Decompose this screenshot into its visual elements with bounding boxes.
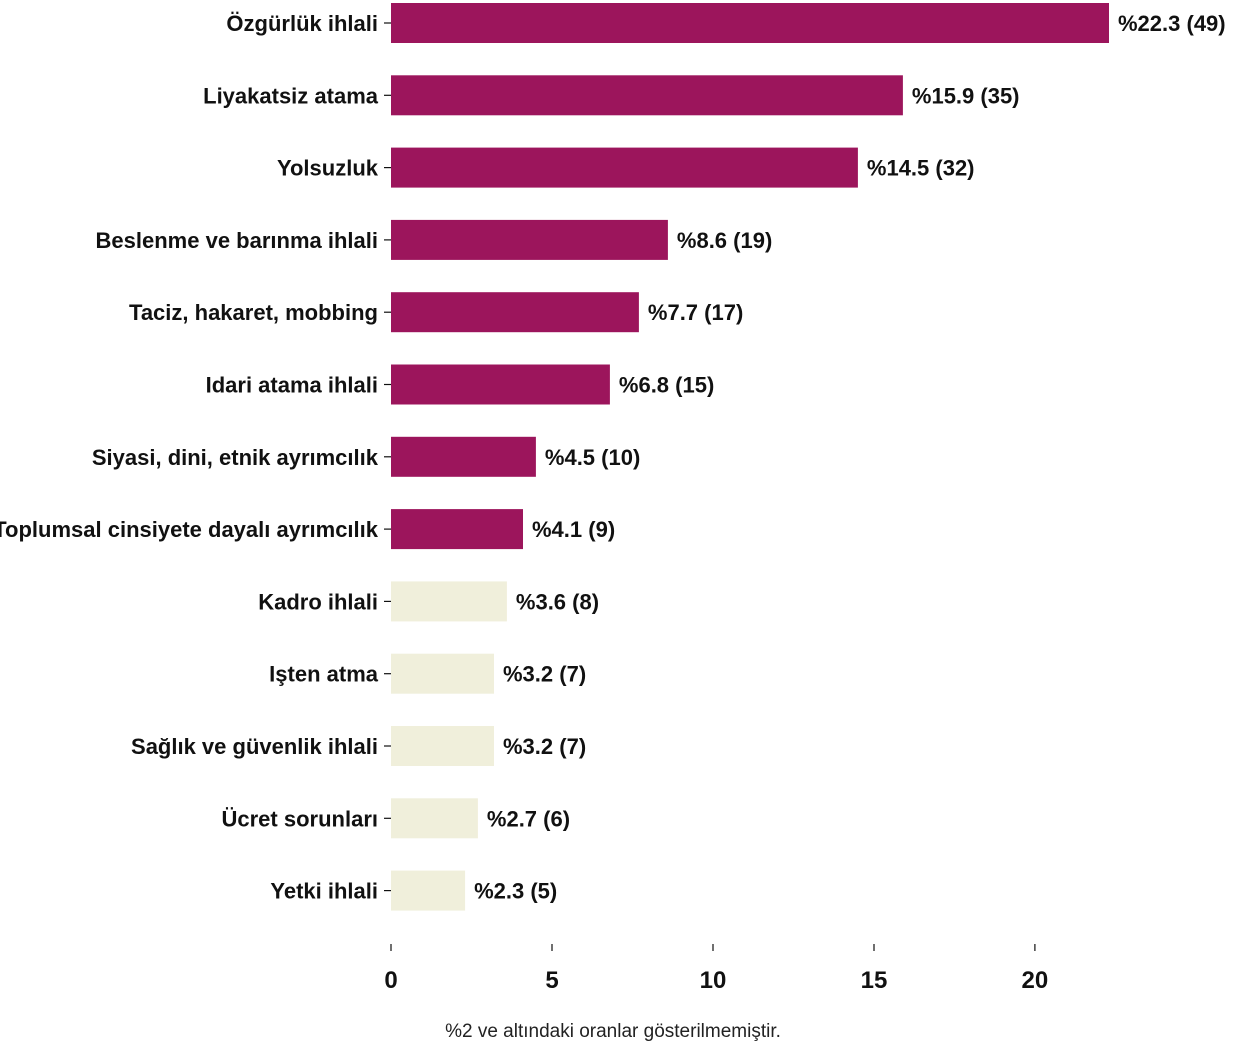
value-label: %3.2 (7) bbox=[503, 734, 586, 759]
value-label: %15.9 (35) bbox=[912, 83, 1020, 108]
value-label: %22.3 (49) bbox=[1118, 11, 1226, 36]
bar-12 bbox=[391, 870, 466, 911]
bar-5 bbox=[391, 364, 610, 405]
category-label: Toplumsal cinsiyete dayalı ayrımcılık bbox=[0, 517, 379, 542]
value-label: %3.6 (8) bbox=[516, 589, 599, 614]
bar-3 bbox=[391, 219, 668, 260]
bar-4 bbox=[391, 292, 639, 333]
x-tick-label: 20 bbox=[1022, 967, 1049, 994]
value-label: %8.6 (19) bbox=[677, 228, 772, 253]
value-label: %7.7 (17) bbox=[648, 300, 743, 325]
x-axis: 0 5 10 15 20 bbox=[384, 944, 1048, 994]
value-label: %4.5 (10) bbox=[545, 445, 640, 470]
x-tick-label: 5 bbox=[545, 967, 558, 994]
value-label: %14.5 (32) bbox=[867, 156, 975, 181]
category-label: Kadro ihlali bbox=[258, 589, 378, 614]
category-label: Işten atma bbox=[269, 662, 379, 687]
category-label: Taciz, hakaret, mobbing bbox=[129, 300, 378, 325]
bar-11 bbox=[391, 798, 478, 839]
bars-layer: Özgürlük ihlali %22.3 (49) Liyakatsiz atam… bbox=[0, 3, 1226, 911]
x-tick-label: 0 bbox=[384, 967, 397, 994]
x-tick-label: 15 bbox=[861, 967, 888, 994]
category-label: Yetki ihlali bbox=[270, 879, 378, 904]
value-label: %6.8 (15) bbox=[619, 373, 714, 398]
x-tick-label: 10 bbox=[700, 967, 727, 994]
category-label: Beslenme ve barınma ihlali bbox=[96, 228, 378, 253]
value-label: %4.1 (9) bbox=[532, 517, 615, 542]
category-label: Sağlık ve güvenlik ihlali bbox=[131, 734, 378, 759]
bar-7 bbox=[391, 509, 523, 550]
bar-6 bbox=[391, 436, 536, 477]
category-label: Ücret sorunları bbox=[222, 806, 379, 831]
bar-10 bbox=[391, 726, 494, 766]
category-label: Siyasi, dini, etnik ayrımcılık bbox=[92, 445, 379, 470]
category-label: Özgürlük ihlali bbox=[226, 11, 378, 36]
bar-1 bbox=[391, 75, 903, 116]
bar-2 bbox=[391, 147, 858, 188]
value-label: %2.3 (5) bbox=[474, 879, 557, 904]
bar-0 bbox=[391, 3, 1109, 43]
category-label: Liyakatsiz atama bbox=[203, 83, 379, 108]
bar-9 bbox=[391, 653, 494, 694]
category-label: Yolsuzluk bbox=[277, 156, 379, 181]
bar-8 bbox=[391, 581, 507, 622]
value-label: %3.2 (7) bbox=[503, 662, 586, 687]
category-label: Idari atama ihlali bbox=[206, 373, 378, 398]
chart-footnote: %2 ve altındaki oranlar gösterilmemiştir… bbox=[445, 1021, 781, 1042]
value-label: %2.7 (6) bbox=[487, 806, 570, 831]
